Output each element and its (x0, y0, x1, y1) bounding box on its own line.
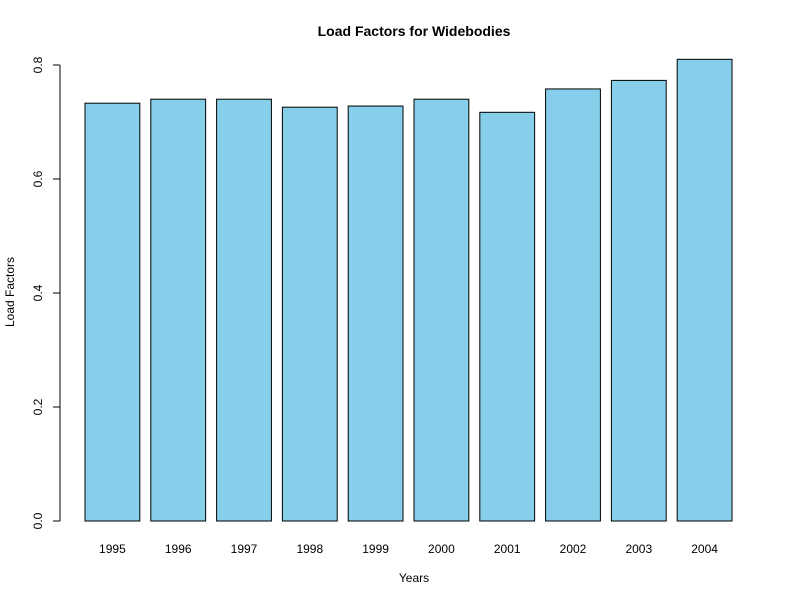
y-axis-label: Load Factors (3, 257, 17, 327)
chart-title: Load Factors for Widebodies (318, 23, 511, 39)
x-tick-label: 1996 (165, 542, 192, 556)
bar-2000 (413, 98, 470, 522)
bar-2001 (479, 111, 536, 522)
bar-2002 (545, 88, 601, 522)
x-tick-label: 1997 (231, 542, 258, 556)
y-axis: 0.0 0.2 0.4 0.6 0.8 (31, 56, 61, 529)
y-tick-label: 0.8 (31, 56, 45, 73)
bar-1998 (281, 106, 338, 522)
x-tick-label: 1995 (99, 542, 126, 556)
x-tick-label: 1998 (296, 542, 323, 556)
x-tick-label: 2001 (494, 542, 521, 556)
y-tick-label: 0.4 (31, 284, 45, 301)
x-tick-label: 1999 (362, 542, 389, 556)
bar-1995 (84, 102, 141, 522)
bar-1997 (216, 98, 272, 522)
x-tick-label: 2000 (428, 542, 455, 556)
bar-1996 (150, 98, 207, 522)
bar-2003 (610, 79, 667, 522)
x-tick-label: 2004 (691, 542, 718, 556)
x-axis-label: Years (399, 571, 429, 585)
y-tick-label: 0.0 (31, 512, 45, 529)
bars (84, 58, 733, 522)
bar-2004 (676, 58, 733, 522)
bar-1999 (347, 105, 404, 522)
x-tick-label: 2003 (625, 542, 652, 556)
y-tick-label: 0.6 (31, 170, 45, 187)
y-tick-label: 0.2 (31, 398, 45, 415)
x-tick-label: 2002 (560, 542, 587, 556)
x-tick-labels: 1995 1996 1997 1998 1999 2000 2001 2002 2003 2004 (99, 542, 718, 556)
